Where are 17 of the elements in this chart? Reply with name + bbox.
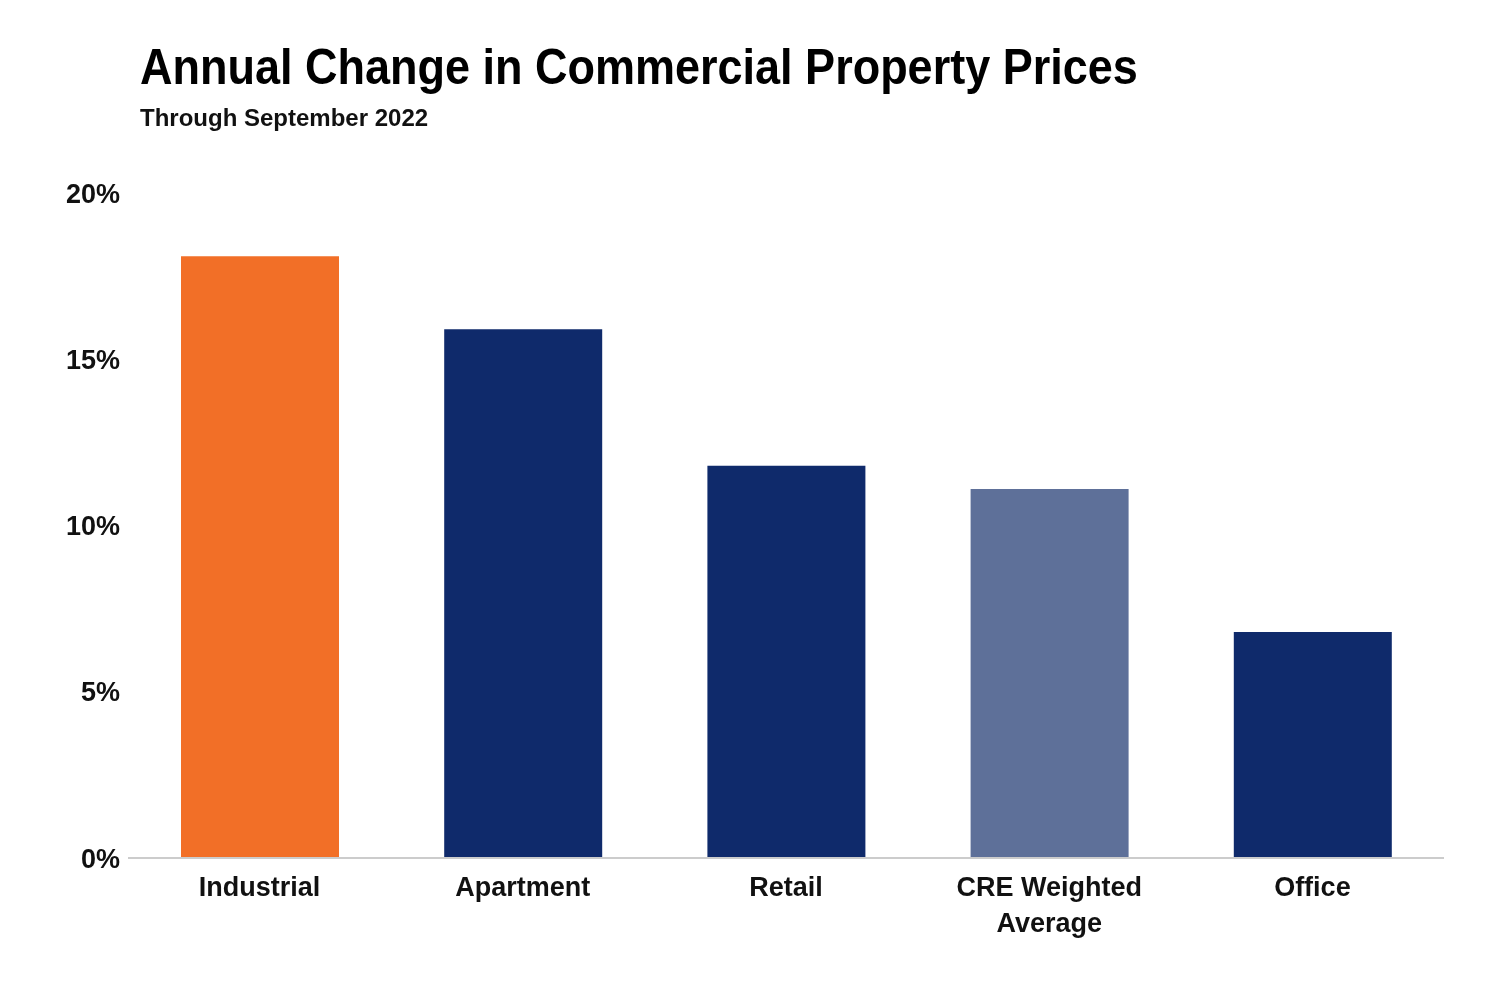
y-tick-label: 15% <box>65 344 120 375</box>
chart-subtitle: Through September 2022 <box>140 104 429 132</box>
x-tick-label: Office <box>1274 872 1351 902</box>
bar <box>707 465 866 858</box>
y-tick-label: 0% <box>80 843 120 874</box>
bar <box>181 256 339 858</box>
x-tick-label: Apartment <box>455 872 591 902</box>
x-tick-label: Industrial <box>198 872 321 902</box>
y-tick-label: 5% <box>80 677 120 708</box>
y-tick-label: 10% <box>65 511 120 542</box>
chart-title: Annual Change in Commercial Property Prices <box>140 38 1138 96</box>
bar <box>444 329 603 858</box>
x-tick-label: CRE Weighted Average <box>956 872 1142 938</box>
bar <box>1233 631 1392 858</box>
y-tick-label: 20% <box>65 178 120 209</box>
x-tick-label: Retail <box>749 872 823 902</box>
bar <box>970 488 1129 858</box>
